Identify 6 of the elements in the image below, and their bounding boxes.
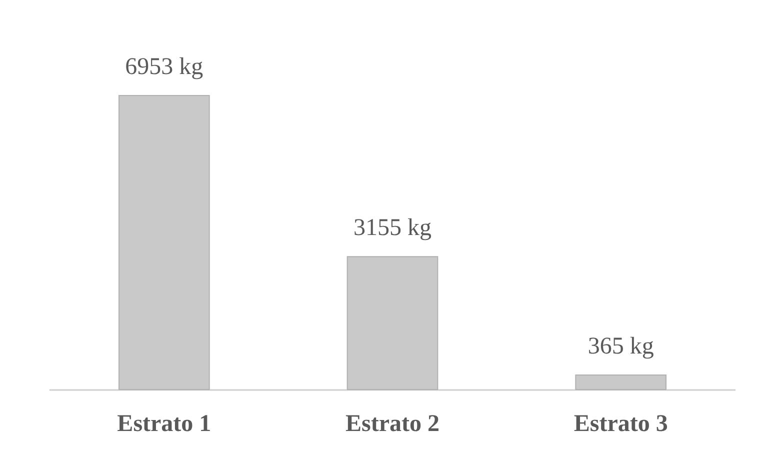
x-tick-label: Estrato 1 bbox=[117, 411, 212, 437]
data-label: 365 kg bbox=[588, 334, 654, 360]
x-tick-label: Estrato 3 bbox=[574, 411, 668, 437]
data-label: 6953 kg bbox=[125, 54, 204, 80]
x-tick-label: Estrato 2 bbox=[346, 411, 440, 437]
data-label: 3155 kg bbox=[354, 215, 432, 242]
